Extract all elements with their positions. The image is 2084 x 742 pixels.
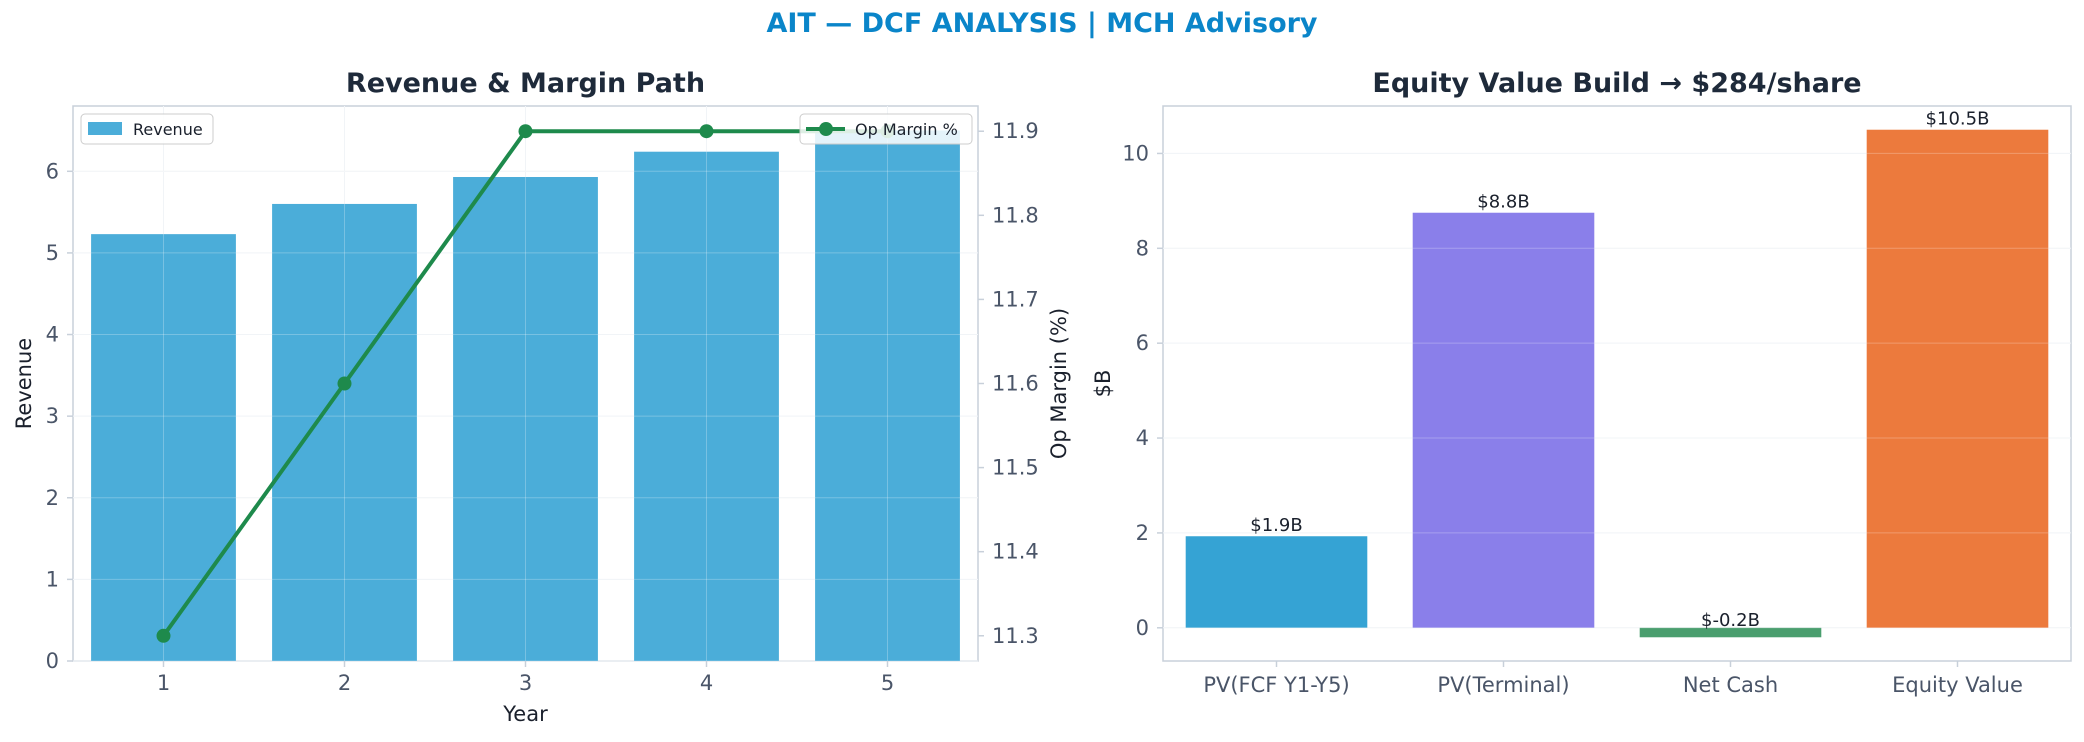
op-margin-legend: Op Margin %: [799, 113, 973, 145]
equity-bars: [1163, 129, 2071, 638]
equity-data-label: $-0.2B: [1701, 610, 1760, 631]
op-margin-legend-box: [799, 113, 973, 145]
right-x-tick-label: Net Cash: [1683, 673, 1778, 697]
left-y2-tick-label: 11.9: [992, 119, 1039, 143]
right-x-ticks: PV(FCF Y1-Y5) PV(Terminal) Net Cash Equity …: [1203, 661, 2023, 697]
left-x-tick-label: 1: [157, 671, 170, 695]
op-margin-legend-marker: [819, 122, 833, 136]
revenue-legend-box: [80, 113, 214, 145]
left-x-ticks: 1 2 3 4 5: [157, 661, 894, 695]
figure-title: AIT — DCF ANALYSIS | MCH Advisory: [766, 8, 1318, 39]
left-y2-tick-label: 11.5: [992, 456, 1039, 480]
right-y-tick-label: 4: [1136, 426, 1149, 450]
revenue-bar-year-1: [91, 234, 236, 661]
left-x-axis-label: Year: [502, 702, 548, 726]
left-y-tick-label: 0: [46, 649, 59, 673]
equity-bar-0: [1185, 536, 1368, 628]
left-y-tick-label: 5: [46, 241, 59, 265]
left-y2-tick-label: 11.8: [992, 203, 1039, 227]
left-y2-tick-label: 11.4: [992, 540, 1039, 564]
equity-data-label: $10.5B: [1926, 109, 1990, 130]
revenue-legend: Revenue: [80, 113, 214, 145]
equity-bar-2: [1639, 627, 1822, 638]
equity-bar-1: [1412, 212, 1595, 628]
revenue-bar-year-4: [634, 151, 779, 662]
left-y-tick-label: 4: [46, 323, 59, 347]
left-chart-title: Revenue & Margin Path: [346, 68, 705, 99]
equity-data-label: $8.8B: [1477, 192, 1529, 213]
revenue-bars: [73, 106, 978, 662]
left-y-tick-label: 3: [46, 404, 59, 428]
right-y-tick-label: 10: [1122, 141, 1149, 165]
left-x-tick-label: 5: [881, 671, 894, 695]
revenue-bar-year-5: [815, 130, 960, 661]
equity-data-label: $1.9B: [1250, 515, 1302, 536]
left-y2-axis-label: Op Margin (%): [1047, 308, 1071, 459]
equity-build-chart: $1.9B $8.8B $-0.2B $10.5B PV(FCF Y1-Y5) PV(T…: [1091, 68, 2072, 697]
right-x-tick-label: Equity Value: [1892, 673, 2023, 697]
left-y2-ticks: 11.3 11.4 11.5 11.6 11.7 11.8 11.9: [978, 119, 1039, 648]
op-margin-point-year-1: [156, 628, 171, 643]
op-margin-legend-label: Op Margin %: [855, 120, 958, 139]
left-y-tick-label: 6: [46, 159, 59, 183]
equity-data-labels: $1.9B $8.8B $-0.2B $10.5B: [1250, 109, 1989, 631]
left-y2-tick-label: 11.6: [992, 372, 1039, 396]
op-margin-point-year-3: [518, 124, 533, 139]
right-y-tick-label: 2: [1136, 521, 1149, 545]
left-y2-tick-label: 11.7: [992, 287, 1039, 311]
op-margin-point-year-4: [699, 124, 714, 139]
left-y-tick-label: 1: [46, 567, 59, 591]
right-y-tick-label: 6: [1136, 331, 1149, 355]
left-x-tick-label: 2: [338, 671, 351, 695]
right-y-ticks: 0 2 4 6 8 10: [1122, 141, 1163, 640]
op-margin-point-year-2: [337, 376, 352, 391]
equity-bar-3: [1866, 129, 2049, 628]
left-y-ticks: 0 1 2 3 4 5 6: [46, 159, 73, 673]
left-y-tick-label: 2: [46, 486, 59, 510]
left-y-axis-label: Revenue: [12, 338, 36, 429]
revenue-legend-swatch: [88, 122, 122, 135]
revenue-legend-label: Revenue: [133, 120, 203, 139]
right-y-axis-label: $B: [1091, 370, 1115, 398]
right-x-tick-label: PV(FCF Y1-Y5): [1203, 673, 1349, 697]
right-y-tick-label: 8: [1136, 236, 1149, 260]
revenue-bar-year-3: [453, 177, 598, 661]
left-x-tick-label: 3: [519, 671, 532, 695]
right-y-tick-label: 0: [1136, 616, 1149, 640]
revenue-bar-year-2: [272, 203, 417, 662]
right-x-tick-label: PV(Terminal): [1437, 673, 1569, 697]
left-y2-tick-label: 11.3: [992, 624, 1039, 648]
left-x-tick-label: 4: [700, 671, 713, 695]
right-chart-title: Equity Value Build → $284/share: [1372, 68, 1861, 99]
